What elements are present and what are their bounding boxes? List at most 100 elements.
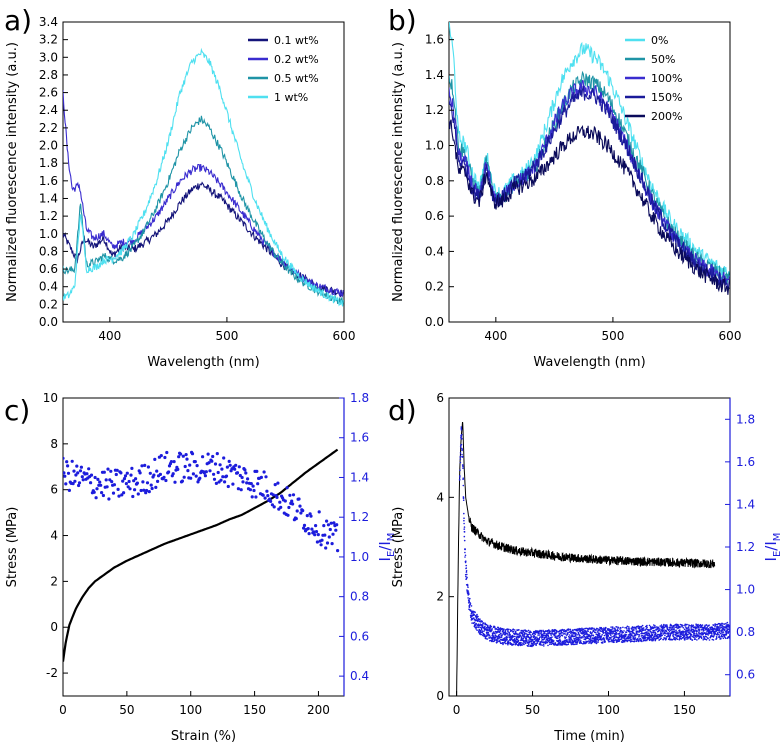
- scatter-point: [460, 426, 463, 428]
- scatter-point: [540, 629, 543, 632]
- scatter-point: [585, 630, 587, 633]
- scatter-point: [470, 605, 473, 607]
- scatter-point: [270, 503, 274, 507]
- scatter-point: [567, 631, 569, 634]
- scatter-point: [696, 639, 698, 641]
- scatter-point: [686, 635, 689, 637]
- scatter-point: [473, 617, 475, 619]
- scatter-point: [605, 632, 607, 634]
- scatter-point: [643, 627, 645, 629]
- x-tick-label: 50: [525, 703, 540, 717]
- scatter-point: [701, 628, 703, 631]
- scatter-point: [122, 491, 126, 495]
- scatter-point: [715, 636, 718, 638]
- scatter-point: [716, 623, 719, 626]
- scatter-point: [259, 475, 263, 479]
- scatter-point: [533, 641, 536, 644]
- x-tick-label: 500: [601, 329, 624, 343]
- scatter-point: [686, 623, 688, 626]
- scatter-point: [479, 618, 481, 620]
- scatter-point: [625, 633, 627, 636]
- scatter-point: [713, 628, 715, 631]
- scatter-point: [185, 457, 189, 461]
- scatter-point: [499, 641, 501, 643]
- scatter-point: [295, 509, 299, 513]
- scatter-point: [689, 632, 692, 634]
- scatter-point: [480, 627, 483, 630]
- scatter-point: [224, 474, 229, 478]
- scatter-point: [544, 636, 546, 639]
- scatter-point: [485, 638, 488, 640]
- scatter-point: [610, 628, 612, 631]
- y-tick-label: -2: [46, 666, 58, 680]
- scatter-point: [673, 624, 675, 627]
- scatter-point: [547, 644, 549, 647]
- scatter-point: [499, 636, 501, 639]
- scatter-point: [684, 639, 686, 641]
- scatter-point: [193, 460, 197, 464]
- scatter-point: [567, 643, 570, 646]
- scatter-point: [269, 499, 273, 503]
- scatter-point: [177, 455, 181, 459]
- series-line-150-: [449, 85, 730, 291]
- scatter-point: [556, 640, 559, 643]
- scatter-point: [590, 634, 593, 636]
- scatter-point: [139, 488, 143, 493]
- scatter-point: [627, 635, 630, 638]
- y-tick-label: 0.4: [39, 280, 58, 294]
- scatter-point: [681, 625, 683, 628]
- scatter-point: [463, 531, 466, 533]
- scatter-point: [566, 633, 569, 636]
- scatter-point: [471, 622, 473, 624]
- scatter-point: [535, 631, 538, 634]
- scatter-point: [235, 471, 240, 475]
- scatter-point: [611, 641, 613, 643]
- scatter-point: [536, 636, 538, 638]
- scatter-point: [707, 627, 710, 630]
- scatter-point: [109, 469, 113, 473]
- scatter-point: [656, 628, 659, 630]
- scatter-point: [640, 639, 643, 641]
- scatter-point: [251, 484, 255, 488]
- scatter-point: [112, 483, 116, 487]
- scatter-point: [566, 638, 568, 641]
- scatter-point: [616, 628, 619, 630]
- scatter-point: [589, 634, 591, 637]
- scatter-point: [473, 613, 476, 616]
- scatter-point: [499, 627, 502, 629]
- plot-frame: [62, 21, 345, 323]
- scatter-point: [510, 629, 513, 632]
- scatter-point: [543, 645, 545, 647]
- scatter-point: [705, 638, 708, 641]
- scatter-point: [708, 624, 710, 626]
- scatter-point: [512, 628, 515, 631]
- scatter-point: [474, 611, 476, 614]
- scatter-point: [211, 454, 215, 459]
- scatter-point: [467, 597, 469, 599]
- x-axis-label: Time (min): [553, 729, 625, 744]
- scatter-point: [680, 633, 683, 636]
- scatter-point: [93, 475, 97, 480]
- scatter-point: [589, 637, 592, 639]
- scatter-point: [606, 633, 609, 635]
- scatter-point: [619, 631, 622, 633]
- scatter-point: [722, 627, 725, 629]
- scatter-point: [467, 590, 470, 592]
- scatter-point: [513, 629, 516, 631]
- scatter-point: [70, 459, 74, 463]
- scatter-point: [497, 638, 500, 640]
- scatter-point: [610, 626, 612, 628]
- legend-label: 1 wt%: [274, 91, 308, 104]
- scatter-point: [153, 457, 157, 461]
- scatter-point: [156, 479, 160, 483]
- scatter-point: [596, 641, 598, 643]
- scatter-point: [194, 474, 198, 478]
- scatter-point: [563, 636, 566, 638]
- scatter-point: [670, 627, 672, 629]
- scatter-point: [711, 638, 714, 641]
- scatter-point: [549, 630, 551, 633]
- scatter-point: [463, 526, 466, 528]
- scatter-point: [123, 474, 128, 478]
- scatter-point: [459, 469, 461, 472]
- scatter-point: [297, 497, 301, 501]
